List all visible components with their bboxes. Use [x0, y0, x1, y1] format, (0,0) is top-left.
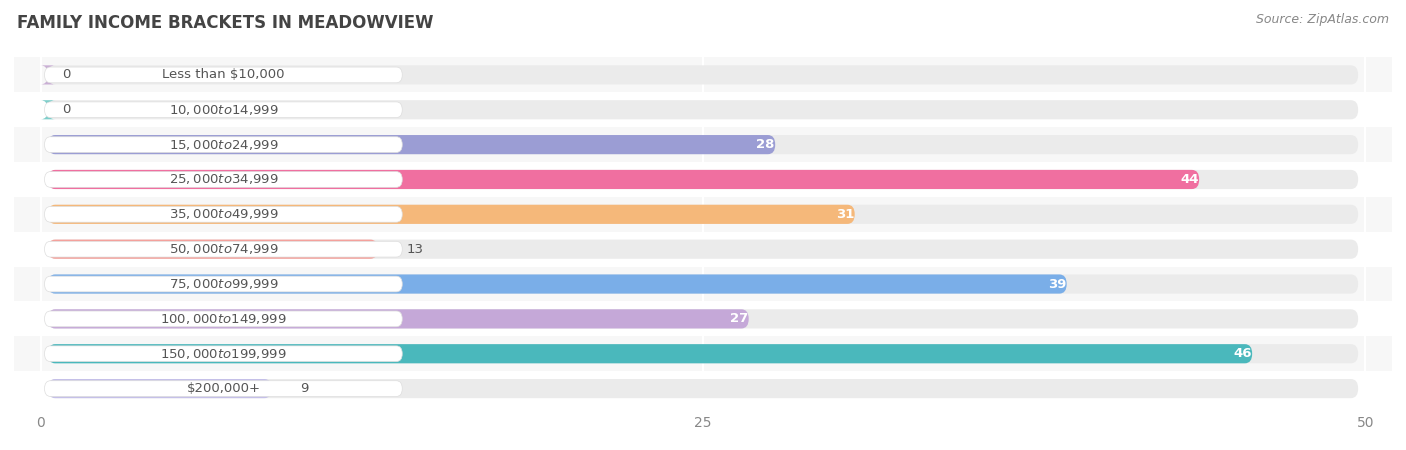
FancyBboxPatch shape — [48, 274, 1358, 293]
Text: 9: 9 — [301, 382, 308, 395]
FancyBboxPatch shape — [45, 67, 402, 83]
Text: 44: 44 — [1180, 173, 1198, 186]
FancyBboxPatch shape — [45, 171, 402, 187]
Text: Less than $10,000: Less than $10,000 — [162, 68, 284, 81]
Text: 46: 46 — [1233, 347, 1251, 360]
Text: $25,000 to $34,999: $25,000 to $34,999 — [169, 172, 278, 186]
FancyBboxPatch shape — [45, 241, 402, 257]
FancyBboxPatch shape — [48, 274, 1067, 293]
FancyBboxPatch shape — [48, 239, 1358, 259]
FancyBboxPatch shape — [48, 135, 1358, 154]
FancyBboxPatch shape — [48, 309, 1358, 328]
FancyBboxPatch shape — [41, 65, 55, 85]
FancyBboxPatch shape — [45, 207, 402, 222]
Bar — [14, 371, 1392, 406]
Text: 28: 28 — [756, 138, 775, 151]
FancyBboxPatch shape — [48, 135, 775, 154]
Text: $35,000 to $49,999: $35,000 to $49,999 — [169, 207, 278, 221]
FancyBboxPatch shape — [48, 309, 749, 328]
Text: 31: 31 — [835, 208, 853, 221]
FancyBboxPatch shape — [48, 239, 378, 259]
Bar — [14, 232, 1392, 266]
Text: 27: 27 — [730, 312, 748, 325]
FancyBboxPatch shape — [48, 100, 1358, 119]
FancyBboxPatch shape — [45, 137, 402, 153]
Text: 13: 13 — [406, 243, 423, 256]
FancyBboxPatch shape — [45, 381, 402, 396]
Bar — [14, 162, 1392, 197]
Text: FAMILY INCOME BRACKETS IN MEADOWVIEW: FAMILY INCOME BRACKETS IN MEADOWVIEW — [17, 14, 433, 32]
FancyBboxPatch shape — [45, 346, 402, 362]
Text: $100,000 to $149,999: $100,000 to $149,999 — [160, 312, 287, 326]
Text: 0: 0 — [62, 68, 70, 81]
FancyBboxPatch shape — [48, 344, 1253, 363]
Bar — [14, 266, 1392, 302]
FancyBboxPatch shape — [48, 170, 1358, 189]
FancyBboxPatch shape — [48, 65, 1358, 85]
FancyBboxPatch shape — [45, 311, 402, 327]
FancyBboxPatch shape — [48, 205, 1358, 224]
FancyBboxPatch shape — [48, 379, 1358, 398]
FancyBboxPatch shape — [48, 379, 271, 398]
Text: 39: 39 — [1047, 278, 1066, 291]
FancyBboxPatch shape — [48, 170, 1199, 189]
FancyBboxPatch shape — [41, 100, 55, 119]
FancyBboxPatch shape — [48, 344, 1358, 363]
FancyBboxPatch shape — [45, 276, 402, 292]
Text: 0: 0 — [62, 103, 70, 116]
FancyBboxPatch shape — [45, 102, 402, 117]
Text: $150,000 to $199,999: $150,000 to $199,999 — [160, 347, 287, 361]
Text: $200,000+: $200,000+ — [187, 382, 260, 395]
Text: $10,000 to $14,999: $10,000 to $14,999 — [169, 103, 278, 117]
Bar — [14, 58, 1392, 92]
Bar — [14, 336, 1392, 371]
Bar — [14, 197, 1392, 232]
Text: Source: ZipAtlas.com: Source: ZipAtlas.com — [1256, 14, 1389, 27]
Text: $50,000 to $74,999: $50,000 to $74,999 — [169, 242, 278, 256]
Bar — [14, 92, 1392, 127]
Bar — [14, 127, 1392, 162]
Bar — [14, 302, 1392, 336]
Text: $75,000 to $99,999: $75,000 to $99,999 — [169, 277, 278, 291]
Text: $15,000 to $24,999: $15,000 to $24,999 — [169, 138, 278, 152]
FancyBboxPatch shape — [48, 205, 855, 224]
